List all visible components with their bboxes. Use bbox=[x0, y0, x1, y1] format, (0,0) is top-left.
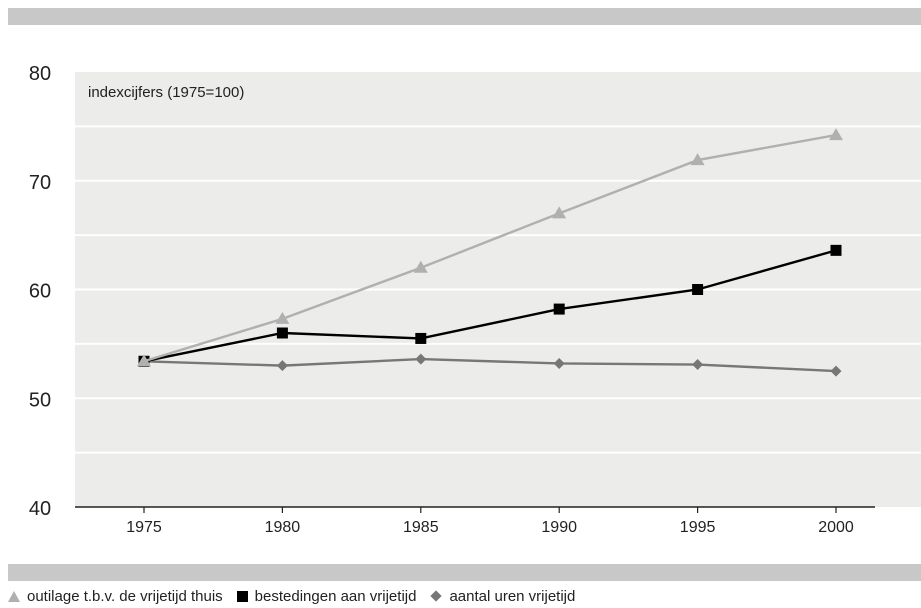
square-marker-icon bbox=[236, 590, 248, 602]
diamond-point bbox=[553, 357, 565, 369]
legend-label-uren: aantal uren vrijetijd bbox=[449, 587, 576, 605]
y-tick-label: 40 bbox=[29, 498, 51, 520]
square-point bbox=[692, 284, 704, 295]
square-point bbox=[830, 244, 842, 256]
triangle-point bbox=[137, 354, 151, 367]
series-line-1 bbox=[143, 249, 837, 363]
line-chart: 40 50 60 70 80 1975 1980 1985 1990 1995 2000 indexc… bbox=[29, 63, 921, 536]
y-tick-label: 70 bbox=[29, 172, 51, 194]
triangle-marker-icon bbox=[8, 590, 20, 602]
triangle-point bbox=[690, 153, 705, 166]
square-point bbox=[553, 303, 565, 315]
x-tick-label: 1980 bbox=[265, 519, 301, 536]
square-point bbox=[415, 332, 427, 344]
legend-item-uren: aantal uren vrijetijd bbox=[430, 588, 575, 605]
bottom-band bbox=[8, 564, 921, 581]
diamond-point bbox=[276, 360, 288, 372]
x-tick-label: 1990 bbox=[541, 519, 577, 536]
series-line-0 bbox=[143, 133, 837, 363]
legend-label-bestedingen: bestedingen aan vrijetijd bbox=[254, 587, 417, 605]
series-line-2 bbox=[143, 357, 837, 373]
diamond-point bbox=[692, 359, 704, 371]
y-tick-label: 60 bbox=[29, 281, 51, 303]
top-band bbox=[8, 8, 921, 25]
diamond-marker-icon bbox=[430, 590, 443, 602]
x-tick-label: 1985 bbox=[403, 519, 439, 536]
legend-item-outilage: outilage t.b.v. de vrijetijd thuis bbox=[8, 588, 223, 605]
triangle-point bbox=[413, 260, 428, 273]
x-tick-label: 1995 bbox=[680, 519, 716, 536]
chart-annotation: indexcijfers (1975=100) bbox=[88, 84, 244, 101]
triangle-point bbox=[552, 206, 567, 219]
y-tick-label: 50 bbox=[29, 389, 51, 411]
diamond-point bbox=[830, 365, 842, 377]
legend: outilage t.b.v. de vrijetijd thuis beste… bbox=[8, 586, 589, 606]
triangle-point bbox=[275, 311, 290, 324]
legend-label-outilage: outilage t.b.v. de vrijetijd thuis bbox=[27, 587, 223, 605]
diamond-point bbox=[415, 353, 427, 365]
x-tick-label: 2000 bbox=[818, 519, 854, 536]
square-point bbox=[276, 327, 288, 339]
x-tick-label: 1975 bbox=[126, 519, 162, 536]
triangle-point bbox=[829, 128, 843, 141]
y-tick-label: 80 bbox=[29, 63, 51, 85]
legend-item-bestedingen: bestedingen aan vrijetijd bbox=[236, 587, 417, 605]
